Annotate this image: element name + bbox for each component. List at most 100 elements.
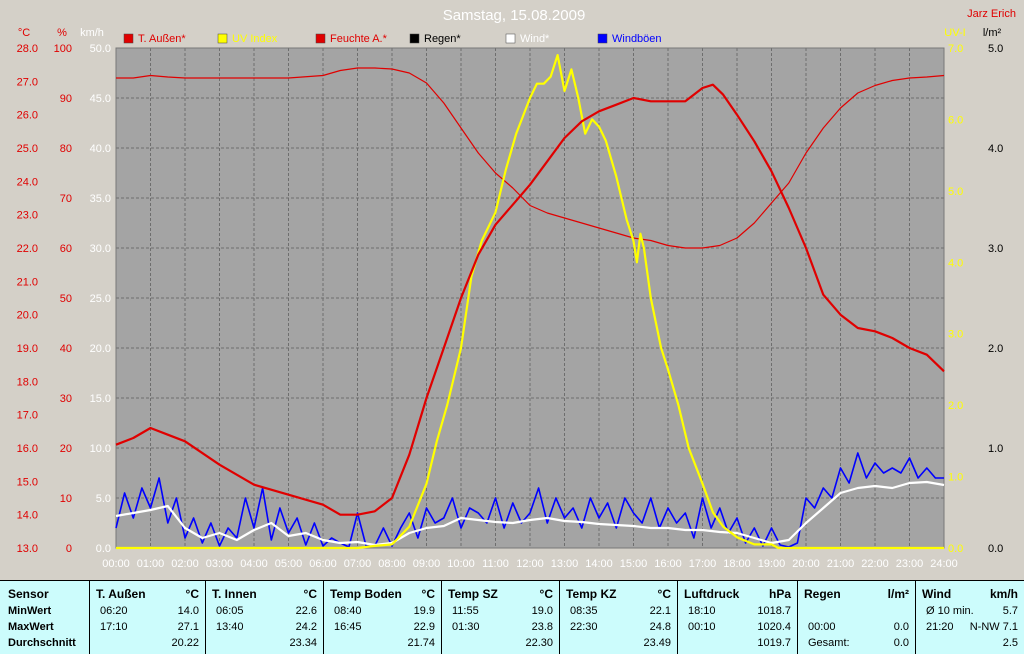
column-unit: hPa <box>768 587 791 601</box>
legend-label: Windböen <box>612 33 662 45</box>
series-line-feuchtea <box>116 67 945 249</box>
x-tick-label: 03:00 <box>206 558 234 570</box>
max-value: 24.8 <box>649 621 671 633</box>
min-time: 06:20 <box>100 605 128 617</box>
column-unit: km/h <box>989 587 1018 601</box>
y-tick-temp: 15.0 <box>17 476 38 488</box>
series-line-tauen <box>115 83 945 516</box>
x-tick-label: 19:00 <box>758 558 786 570</box>
x-tick-label: 14:00 <box>585 558 613 570</box>
column-name: T. Innen <box>212 587 257 601</box>
y-tick-hum: 20 <box>60 443 72 455</box>
y-tick-temp: 22.0 <box>17 243 38 255</box>
x-tick-label: 07:00 <box>344 558 372 570</box>
y-tick-hum: 60 <box>60 243 72 255</box>
x-tick-label: 13:00 <box>551 558 579 570</box>
min-value: 22.6 <box>295 605 317 617</box>
x-tick-label: 04:00 <box>240 558 268 570</box>
max-time: 17:10 <box>100 621 128 633</box>
y-tick-wind: 40.0 <box>90 143 111 155</box>
column-name: Wind <box>922 587 952 601</box>
avg-label: Gesamt: <box>808 637 850 649</box>
y-tick-temp: 16.0 <box>17 443 38 455</box>
y-unit-temp: °C <box>18 27 30 39</box>
min-time: 08:35 <box>570 605 598 617</box>
y-tick-temp: 21.0 <box>17 276 38 288</box>
y-tick-temp: 24.0 <box>17 176 38 188</box>
min-value: 1018.7 <box>757 605 791 617</box>
y-tick-hum: 100 <box>54 43 72 55</box>
y-tick-hum: 40 <box>60 343 72 355</box>
x-tick-label: 20:00 <box>792 558 820 570</box>
row-label-sensor: Sensor <box>8 587 49 601</box>
x-tick-label: 24:00 <box>930 558 958 570</box>
avg-value: 20.22 <box>171 637 199 649</box>
y-tick-temp: 20.0 <box>17 310 38 322</box>
y-tick-wind: 35.0 <box>90 193 111 205</box>
y-tick-hum: 50 <box>60 293 72 305</box>
y-tick-rain: 2.0 <box>988 343 1003 355</box>
x-tick-label: 06:00 <box>309 558 337 570</box>
y-tick-wind: 25.0 <box>90 293 111 305</box>
column-name: Temp SZ <box>448 587 498 601</box>
y-tick-rain: 1.0 <box>988 443 1003 455</box>
min-value: 14.0 <box>177 605 199 617</box>
max-value: 24.2 <box>295 621 317 633</box>
y-tick-uv: 4.0 <box>948 257 963 269</box>
x-tick-label: 11:00 <box>482 558 509 570</box>
avg-value: 1019.7 <box>757 637 791 649</box>
y-tick-rain: 4.0 <box>988 143 1003 155</box>
row-label-avg: Durchschnitt <box>8 637 76 649</box>
y-tick-uv: 2.0 <box>948 400 963 412</box>
legend-label: Regen* <box>424 33 461 45</box>
series-line-windben <box>115 452 944 548</box>
stats-column: Temp KZ °C 08:35 22.1 22:30 24.8 23.49 <box>559 581 677 654</box>
legend-label: Feuchte A.* <box>330 33 388 45</box>
y-tick-temp: 19.0 <box>17 343 38 355</box>
weather-chart: Samstag, 15.08.2009 Jarz Erich T. Außen*… <box>16 7 1016 570</box>
x-tick-label: 17:00 <box>689 558 717 570</box>
legend-swatch <box>315 33 326 44</box>
max-value: 23.8 <box>531 621 553 633</box>
y-tick-temp: 28.0 <box>17 43 38 55</box>
y-tick-hum: 0 <box>66 543 72 555</box>
x-tick-label: 12:00 <box>516 558 544 570</box>
legend: T. Außen* UV Index Feuchte A.* Regen* Wind* W… <box>123 33 662 45</box>
y-tick-rain: 0.0 <box>988 543 1003 555</box>
series-line-wind <box>115 480 945 547</box>
y-tick-wind: 50.0 <box>90 43 111 55</box>
x-tick-label: 21:00 <box>827 558 855 570</box>
column-unit: °C <box>539 587 553 601</box>
avg-value: 21.74 <box>407 637 435 649</box>
max-time: 21:20 <box>926 621 954 633</box>
x-tick-label: 23:00 <box>896 558 924 570</box>
y-tick-temp: 17.0 <box>17 410 38 422</box>
stats-column: Regen l/m² 00:00 0.0 Gesamt: 0.0 <box>797 581 915 654</box>
max-value: N-NW 7.1 <box>969 621 1018 633</box>
author-label: Jarz Erich <box>967 8 1016 20</box>
stats-column: T. Innen °C 06:05 22.6 13:40 24.2 23.34 <box>205 581 323 654</box>
max-time: 01:30 <box>452 621 480 633</box>
series-line-uvindex <box>116 53 944 550</box>
y-unit-hum: % <box>57 27 67 39</box>
y-tick-temp: 14.0 <box>17 510 38 522</box>
y-tick-wind: 0.0 <box>96 543 111 555</box>
column-name: Temp Boden <box>330 587 402 601</box>
y-tick-rain: 5.0 <box>988 43 1003 55</box>
y-unit-wind: km/h <box>80 27 104 39</box>
y-tick-wind: 5.0 <box>96 493 111 505</box>
x-tick-label: 22:00 <box>861 558 889 570</box>
y-unit-rain: l/m² <box>983 27 1002 39</box>
avg-value: 22.30 <box>525 637 553 649</box>
column-unit: °C <box>421 587 435 601</box>
max-value: 0.0 <box>893 621 909 633</box>
legend-swatch <box>217 33 228 44</box>
min-value: 19.9 <box>413 605 435 617</box>
y-tick-uv: 0.0 <box>948 543 963 555</box>
x-tick-label: 10:00 <box>447 558 475 570</box>
x-tick-label: 09:00 <box>413 558 441 570</box>
row-label-min: MinWert <box>8 605 52 617</box>
legend-label: Wind* <box>520 33 550 45</box>
max-time: 22:30 <box>570 621 598 633</box>
min-value: 22.1 <box>649 605 671 617</box>
